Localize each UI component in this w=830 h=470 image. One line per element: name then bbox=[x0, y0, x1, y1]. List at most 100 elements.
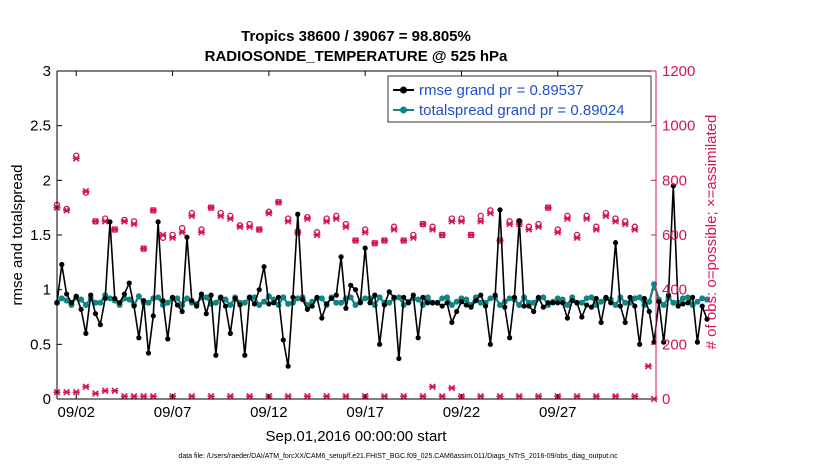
rmse-point-90 bbox=[487, 341, 493, 347]
rmse-point-73 bbox=[405, 300, 412, 306]
obs-assimilated-marker-10 bbox=[149, 207, 157, 214]
obs-assimilated-marker-68 bbox=[120, 392, 128, 400]
obs-assimilated-marker-26 bbox=[303, 215, 311, 222]
rmse-point-36 bbox=[227, 330, 233, 336]
rmse-point-42 bbox=[256, 287, 262, 293]
rmse-point-80 bbox=[439, 303, 445, 309]
totalspread-point-43 bbox=[261, 298, 268, 305]
obs-assimilated-marker-76 bbox=[246, 392, 254, 400]
totalspread-point-59 bbox=[338, 299, 345, 306]
obs-assimilated-marker-37 bbox=[409, 234, 417, 242]
obs-assimilated-marker-13 bbox=[178, 228, 186, 236]
rmse-point-97 bbox=[521, 303, 527, 309]
totalspread-point-133 bbox=[694, 298, 701, 305]
rmse-point-2 bbox=[64, 291, 70, 297]
rmse-point-102 bbox=[545, 300, 551, 306]
rmse-point-114 bbox=[603, 294, 609, 300]
rmse-point-19 bbox=[145, 350, 152, 356]
obs-assimilated-marker-65 bbox=[92, 390, 100, 397]
totalspread-point-71 bbox=[395, 294, 402, 301]
y-left-tick-label-6: 3 bbox=[43, 63, 51, 80]
y-right-tick-label-0: 0 bbox=[662, 391, 670, 408]
rmse-point-82 bbox=[449, 319, 455, 326]
obs-assimilated-marker-87 bbox=[438, 392, 446, 400]
obs-assimilated-marker-63 bbox=[72, 388, 80, 396]
rmse-point-15 bbox=[126, 280, 132, 286]
rmse-point-99 bbox=[531, 308, 537, 315]
rmse-point-118 bbox=[622, 319, 628, 326]
rmse-point-75 bbox=[415, 335, 421, 341]
rmse-point-11 bbox=[107, 219, 113, 225]
obs-assimilated-marker-24 bbox=[284, 217, 292, 225]
rmse-point-123 bbox=[646, 308, 652, 315]
rmse-point-113 bbox=[598, 319, 604, 326]
rmse-point-68 bbox=[381, 302, 388, 308]
obs-assimilated-marker-3 bbox=[82, 187, 90, 195]
legend-rmse-marker bbox=[400, 86, 407, 94]
rmse-point-35 bbox=[222, 303, 229, 309]
left-y-axis-label: rmse and totalspread bbox=[9, 165, 26, 306]
rmse-point-104 bbox=[555, 300, 561, 306]
obs-assimilated-marker-2 bbox=[72, 155, 80, 162]
rmse-point-94 bbox=[507, 335, 513, 341]
rmse-point-83 bbox=[454, 308, 460, 315]
obs-assimilated-marker-34 bbox=[380, 237, 388, 244]
rmse-point-40 bbox=[247, 294, 253, 300]
obs-assimilated-marker-29 bbox=[332, 215, 340, 222]
rmse-point-53 bbox=[309, 303, 315, 309]
obs-assimilated-marker-99 bbox=[644, 362, 652, 370]
rmse-point-91 bbox=[492, 292, 498, 298]
rmse-point-38 bbox=[237, 302, 243, 308]
obs-assimilated-marker-81 bbox=[342, 392, 350, 400]
obs-assimilated-marker-92 bbox=[515, 392, 523, 400]
obs-assimilated-marker-35 bbox=[390, 226, 398, 233]
rmse-point-125 bbox=[656, 299, 662, 305]
totalspread-point-2 bbox=[63, 297, 70, 304]
rmse-point-127 bbox=[665, 292, 672, 298]
obs-assimilated-marker-36 bbox=[400, 237, 408, 244]
obs-assimilated-marker-51 bbox=[544, 204, 552, 212]
obs-assimilated-marker-91 bbox=[496, 392, 504, 400]
rmse-point-43 bbox=[261, 264, 267, 270]
x-tick-label-1: 09/07 bbox=[154, 404, 192, 421]
rmse-point-126 bbox=[661, 339, 667, 345]
rmse-point-9 bbox=[97, 322, 103, 328]
obs-possible-marker-19 bbox=[236, 222, 244, 229]
obs-possible-marker-13 bbox=[178, 224, 186, 232]
obs-assimilated-marker-70 bbox=[140, 392, 148, 400]
rmse-point-124 bbox=[651, 339, 657, 345]
rmse-point-111 bbox=[588, 304, 595, 310]
obs-possible-marker-1 bbox=[63, 205, 70, 213]
rmse-point-89 bbox=[482, 303, 489, 309]
obs-assimilated-marker-20 bbox=[246, 223, 254, 231]
obs-assimilated-marker-23 bbox=[274, 198, 282, 206]
obs-assimilated-marker-42 bbox=[457, 217, 465, 225]
obs-assimilated-marker-43 bbox=[467, 231, 475, 239]
obs-assimilated-marker-95 bbox=[573, 392, 581, 400]
totalspread-point-64 bbox=[362, 295, 369, 302]
rmse-point-17 bbox=[136, 335, 142, 341]
obs-assimilated-marker-14 bbox=[188, 212, 196, 220]
totalspread-point-109 bbox=[578, 299, 585, 306]
legend: rmse grand pr = 0.89537 totalspread gran… bbox=[387, 75, 652, 123]
rmse-point-135 bbox=[704, 316, 710, 322]
axes-layer: 09/02 09/07 09/12 09/17 09/22 09/27 0 0.5 1 1.5 2 2… bbox=[30, 63, 695, 421]
rmse-point-60 bbox=[343, 305, 349, 311]
y-right-tick-label-5: 1000 bbox=[662, 118, 695, 135]
obs-assimilated-marker-21 bbox=[255, 226, 263, 233]
rmse-point-117 bbox=[617, 303, 623, 309]
obs-assimilated-marker-53 bbox=[563, 215, 571, 222]
rmse-point-74 bbox=[410, 292, 416, 298]
rmse-point-31 bbox=[203, 311, 209, 317]
obs-possible-marker-44 bbox=[477, 212, 484, 220]
rmse-point-62 bbox=[352, 287, 359, 293]
rmse-point-103 bbox=[550, 300, 556, 306]
rmse-point-86 bbox=[468, 304, 474, 310]
y-left-tick-label-3: 1.5 bbox=[30, 227, 51, 244]
totalspread-point-11 bbox=[106, 295, 113, 302]
obs-assimilated-marker-39 bbox=[429, 226, 437, 233]
y-right-tick-label-4: 800 bbox=[662, 172, 687, 189]
rmse-point-101 bbox=[540, 304, 546, 310]
obs-assimilated-marker-54 bbox=[573, 234, 581, 242]
rmse-point-70 bbox=[391, 294, 397, 300]
